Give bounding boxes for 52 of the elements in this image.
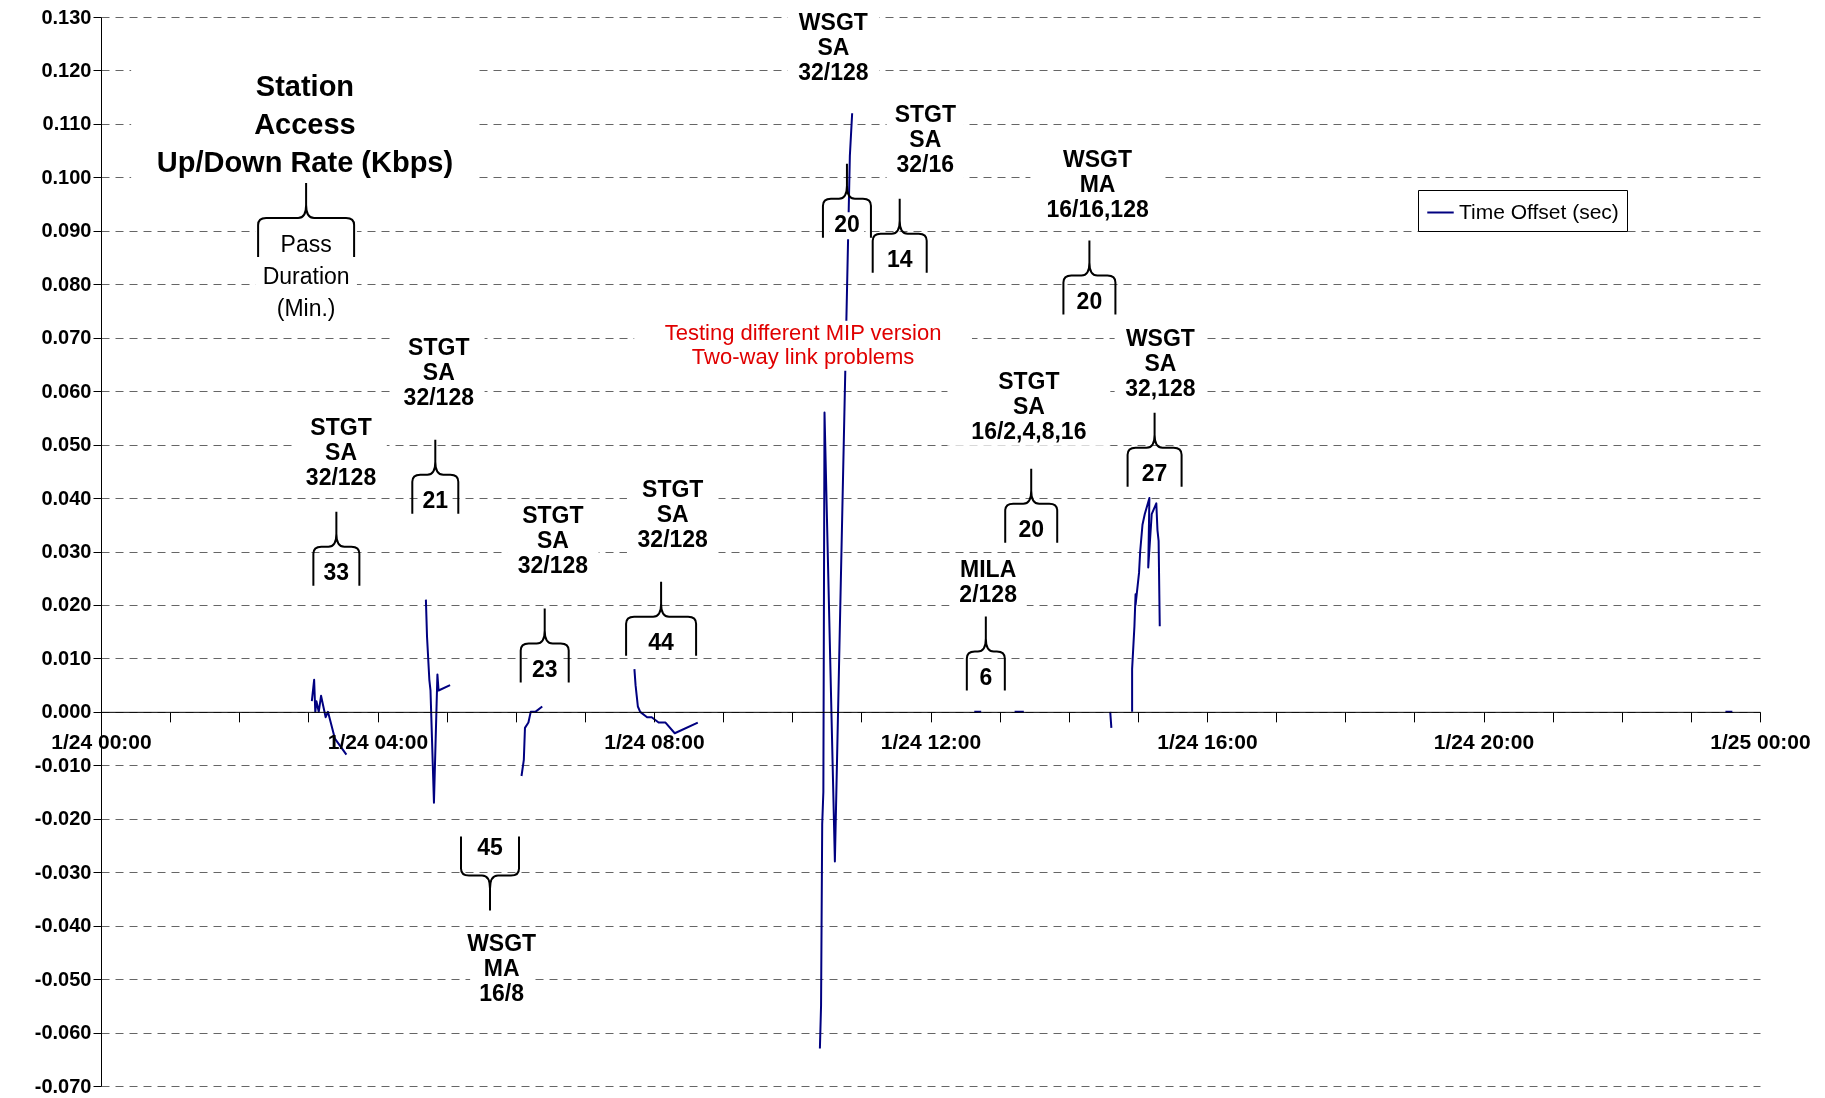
annotation: WSGT SA 32,128: [1125, 324, 1196, 401]
y-tick-label: -0.060: [34, 1021, 92, 1044]
y-tick-label: -0.030: [34, 860, 92, 883]
annotation: 20: [834, 211, 860, 238]
annotation: Testing different MIP version Two-way link problems: [664, 319, 942, 369]
y-tick-label: -0.070: [34, 1074, 92, 1097]
x-tick-label: 1/25 00:00: [1710, 730, 1811, 754]
y-tick-label: 0.070: [41, 326, 92, 349]
y-tick-label: -0.020: [34, 807, 92, 830]
x-tick-label: 1/24 08:00: [604, 730, 705, 754]
y-tick-label: 0.120: [41, 58, 92, 81]
y-tick-label: 0.060: [41, 379, 92, 402]
annotation: 14: [886, 246, 913, 273]
y-tick-label: -0.050: [34, 967, 92, 990]
annotation: 23: [531, 655, 558, 682]
annotation: STGT SA 32/128: [517, 501, 589, 578]
annotation: 21: [422, 487, 449, 514]
annotation: MILA 2/128: [959, 556, 1018, 608]
y-tick-label: 0.090: [41, 219, 92, 242]
y-tick-label: 0.080: [41, 272, 92, 295]
legend-label: Time Offset (sec): [1459, 199, 1619, 223]
annotation: 27: [1141, 460, 1168, 487]
annotation: 20: [1018, 516, 1045, 543]
annotation: Station Access Up/Down Rate (Kbps): [156, 70, 454, 179]
annotation: WSGT MA 16/8: [467, 930, 537, 1007]
x-tick-label: 1/24 12:00: [880, 730, 982, 754]
x-tick-label: 1/24 16:00: [1157, 730, 1258, 754]
annotation: 20: [1076, 288, 1103, 315]
y-tick-label: 0.110: [42, 112, 92, 135]
y-tick-label: 0.000: [41, 700, 92, 723]
annotation: 45: [477, 833, 503, 860]
annotation: STGT SA 32/16: [894, 101, 956, 178]
y-tick-label: 0.100: [41, 165, 92, 188]
x-tick-label: 1/24 20:00: [1433, 730, 1535, 754]
annotation: WSGT SA 32/128: [798, 9, 869, 86]
annotation: STGT SA 16/2,4,8,16: [971, 367, 1087, 444]
annotation: 6: [979, 664, 993, 691]
annotation: 33: [323, 559, 350, 586]
annotation: Pass Duration (Min.): [262, 230, 350, 321]
y-tick-label: 0.050: [41, 433, 92, 456]
y-tick-label: 0.010: [41, 646, 92, 669]
y-tick-label: 0.020: [41, 593, 92, 616]
annotation: STGT SA 32/128: [305, 414, 377, 491]
y-tick-label: 0.040: [41, 486, 92, 509]
annotation: STGT SA 32/128: [403, 334, 475, 411]
y-tick-label: 0.130: [41, 5, 92, 28]
y-tick-label: -0.010: [34, 753, 92, 776]
y-tick-label: 0.030: [41, 540, 92, 562]
annotation: WSGT MA 16/16,128: [1046, 145, 1149, 222]
annotation: 44: [648, 629, 675, 656]
annotation: STGT SA 32/128: [637, 476, 709, 553]
y-tick-label: -0.040: [34, 914, 92, 937]
